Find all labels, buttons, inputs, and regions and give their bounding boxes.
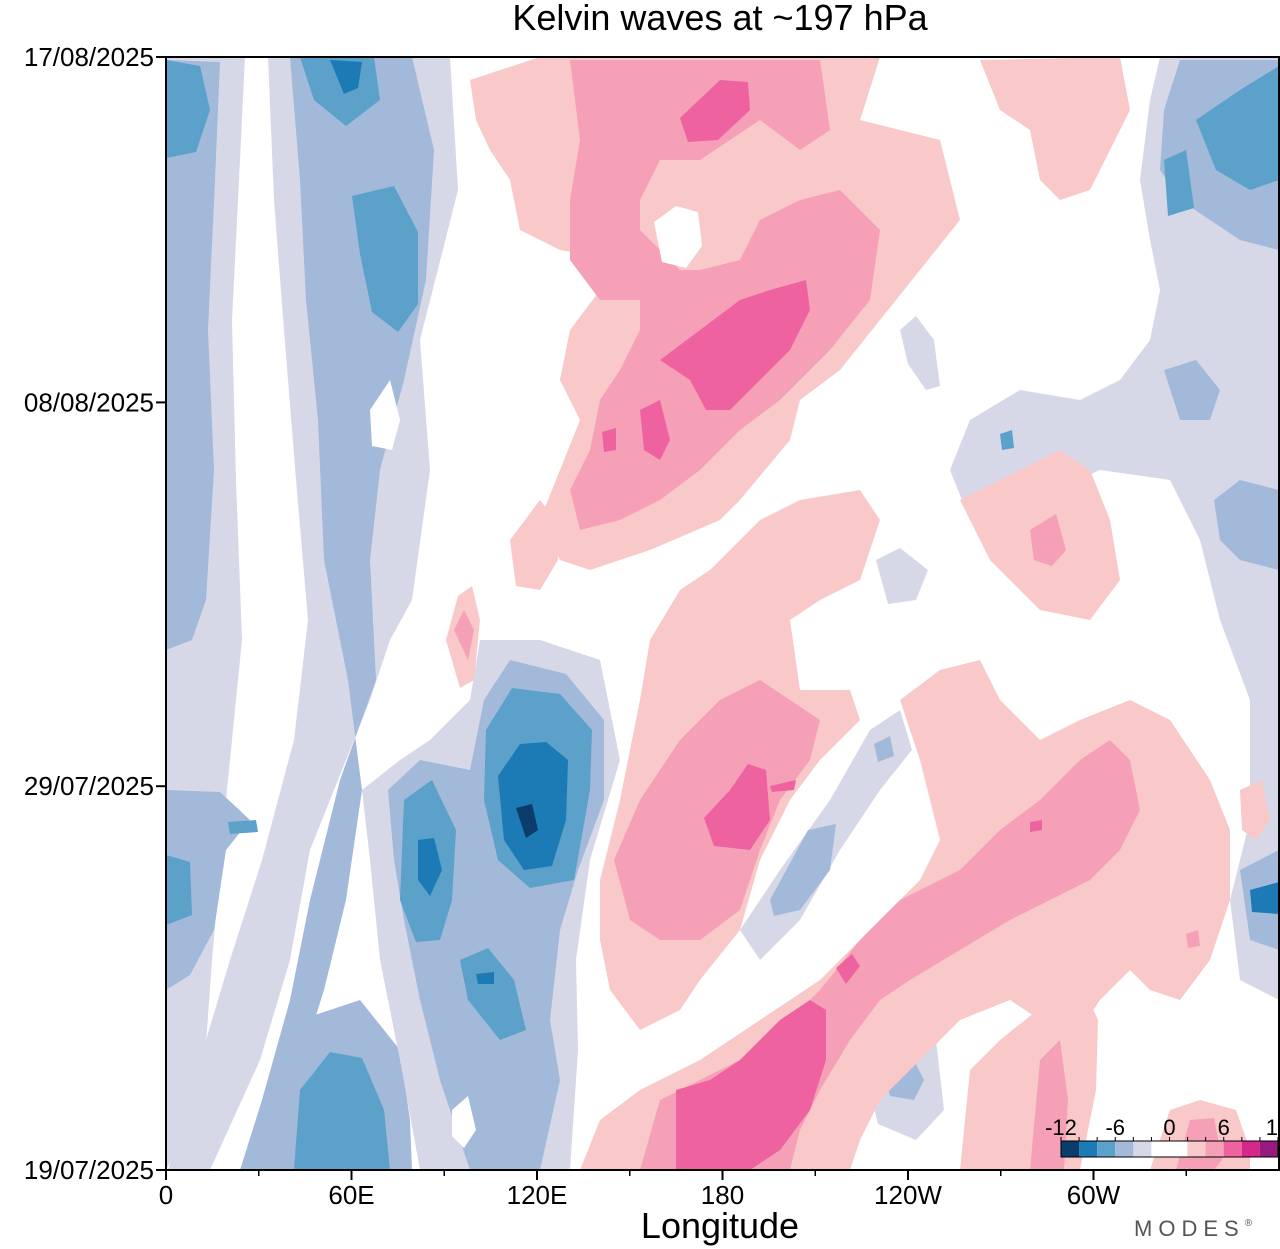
contour-pos-upper-band: [680, 80, 750, 142]
contour-neg-core-100E: [460, 948, 526, 1040]
contour-neg-band-60E: [330, 60, 362, 94]
x-tick-label: 60W: [1067, 1180, 1121, 1210]
x-tick-label: 60E: [328, 1180, 374, 1210]
colorbar-swatch: [1259, 1141, 1278, 1157]
y-tick-label: 17/08/2025: [24, 42, 154, 72]
contour-pos-lower-band: [836, 954, 860, 984]
colorbar-swatch: [1061, 1141, 1080, 1157]
y-tick-label: 08/08/2025: [24, 387, 154, 417]
contour-zero-hole: [654, 206, 702, 268]
contour-pos-mid-band: [770, 780, 796, 792]
contour-neg-east: [1164, 150, 1194, 216]
contour-pos-lower-band: [1030, 820, 1042, 832]
y-axis: 19/07/2025 29/07/2025 08/08/2025 17/08/2025: [24, 42, 166, 1185]
contour-pos-mid-band: [704, 764, 770, 850]
x-axis: 0 60E 120E 180 120W 60W: [159, 1170, 1187, 1210]
contour-neg-core-100E: [516, 804, 538, 838]
x-axis-label: Longitude: [641, 1205, 799, 1246]
contour-neg-patch-150W: [874, 736, 894, 762]
contour-neg-east: [1000, 430, 1014, 450]
contour-neg-core-100E: [498, 742, 568, 870]
contour-neg-core-100E: [476, 972, 494, 984]
contour-neg-west-edge: [166, 855, 192, 925]
colorbar-label: 0: [1163, 1115, 1175, 1140]
contour-neg-west-edge: [166, 790, 250, 990]
contour-neg-lower-west: [294, 1052, 390, 1170]
colorbar-swatch: [1241, 1141, 1260, 1157]
contour-neg-east: [950, 57, 1279, 1000]
contour-pos-upper-band: [602, 428, 616, 452]
colorbar-swatch: [1079, 1141, 1098, 1157]
contour-pos-upper-band: [660, 280, 810, 410]
colorbar-label: -12: [1045, 1115, 1077, 1140]
contour-neg-band-60E: [240, 57, 434, 1170]
contour-neg-west-edge: [228, 820, 258, 834]
colorbar-swatch: [1097, 1141, 1116, 1157]
colorbar-swatch: [1151, 1141, 1170, 1157]
modes-logo: MODES®: [1134, 1216, 1258, 1241]
colorbar-swatch: [1205, 1141, 1224, 1157]
contour-neg-east: [1196, 66, 1279, 190]
contour-neg-west-edge: [166, 60, 220, 650]
x-tick-label: 180: [701, 1180, 744, 1210]
contour-field: [166, 57, 1279, 1170]
x-tick-label: 0: [159, 1180, 173, 1210]
colorbar-swatch: [1169, 1141, 1188, 1157]
colorbar-label: 12: [1266, 1115, 1280, 1140]
contour-neg-west-edge: [166, 60, 210, 158]
contour-neg-band-60E: [352, 186, 418, 332]
colorbar-label: -6: [1105, 1115, 1125, 1140]
chart-title: Kelvin waves at ~197 hPa: [512, 0, 928, 38]
contour-pos-patch-90W: [980, 57, 1130, 200]
contour-pos-lower-band: [676, 1000, 826, 1170]
y-tick-label: 19/07/2025: [24, 1155, 154, 1185]
modes-logo-text: MODES®: [1134, 1216, 1258, 1241]
colorbar-swatch: [1115, 1141, 1134, 1157]
contour-zero-hole: [370, 380, 400, 450]
contour-neg-east: [1250, 882, 1279, 914]
x-tick-label: 120W: [874, 1180, 942, 1210]
colorbar: -12 -6 0 6 12: [1045, 1115, 1280, 1158]
contour-pos-patch-95E: [454, 610, 474, 660]
contour-pos-lower-band: [1240, 780, 1270, 840]
colorbar-label: 6: [1218, 1115, 1230, 1140]
colorbar-swatch: [1133, 1141, 1152, 1157]
contour-pos-lower-east: [1030, 1040, 1068, 1170]
x-tick-label: 120E: [507, 1180, 568, 1210]
y-tick-label: 29/07/2025: [24, 771, 154, 801]
plot-area: [165, 56, 1280, 1171]
colorbar-swatch: [1223, 1141, 1242, 1157]
contour-neg-core-100E: [418, 838, 442, 896]
contour-neg-east: [1164, 360, 1220, 420]
contour-pos-upper-band: [640, 400, 670, 460]
colorbar-swatch: [1187, 1141, 1206, 1157]
registered-mark: ®: [1245, 1218, 1258, 1229]
contour-neg-patch-150W: [770, 824, 836, 916]
contour-pos-patch-125E: [510, 500, 558, 590]
contour-neg-patch-120W: [900, 316, 940, 390]
contour-neg-patch-120W: [876, 548, 928, 604]
contour-pos-lower-band: [1186, 930, 1200, 948]
contour-pos-mid-band: [1030, 514, 1066, 566]
contour-neg-east: [1214, 480, 1279, 570]
contour-zero-hole: [452, 1096, 476, 1148]
